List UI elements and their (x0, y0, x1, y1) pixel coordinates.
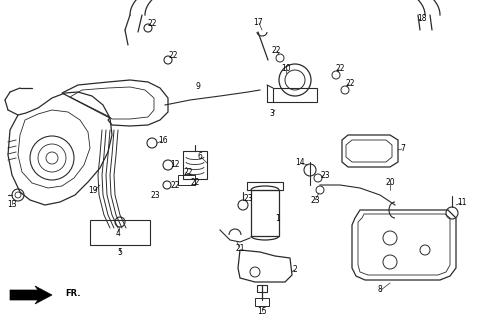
Text: 22: 22 (170, 180, 180, 189)
Text: 16: 16 (158, 135, 168, 145)
Text: 8: 8 (378, 285, 382, 294)
Text: 20: 20 (385, 178, 395, 187)
Text: 3: 3 (270, 108, 274, 117)
Text: 7: 7 (401, 143, 405, 153)
Polygon shape (10, 286, 52, 304)
Text: 22: 22 (168, 51, 178, 60)
Text: 5: 5 (118, 247, 122, 257)
Text: 21: 21 (235, 244, 245, 252)
Text: 22: 22 (271, 45, 281, 54)
Text: 18: 18 (417, 13, 427, 22)
Text: 13: 13 (7, 199, 17, 209)
Text: 4: 4 (116, 228, 120, 237)
Text: 23: 23 (150, 190, 160, 199)
Text: 12: 12 (170, 159, 180, 169)
Text: 15: 15 (257, 308, 267, 316)
Text: 11: 11 (457, 197, 467, 206)
Text: 14: 14 (295, 157, 305, 166)
Text: 23: 23 (320, 171, 330, 180)
Text: 1: 1 (276, 213, 281, 222)
Text: 2: 2 (293, 266, 297, 275)
Text: 23: 23 (243, 194, 253, 203)
Text: 6: 6 (197, 151, 203, 161)
Text: 22: 22 (190, 178, 200, 187)
Text: 17: 17 (253, 18, 263, 27)
Text: 22: 22 (345, 78, 355, 87)
Text: 22: 22 (147, 19, 157, 28)
Text: 9: 9 (196, 82, 200, 91)
Text: 22: 22 (183, 167, 193, 177)
Text: 22: 22 (335, 63, 345, 73)
Text: 19: 19 (88, 186, 98, 195)
Text: 23: 23 (310, 196, 320, 204)
Text: 10: 10 (281, 63, 291, 73)
Text: FR.: FR. (65, 289, 80, 298)
